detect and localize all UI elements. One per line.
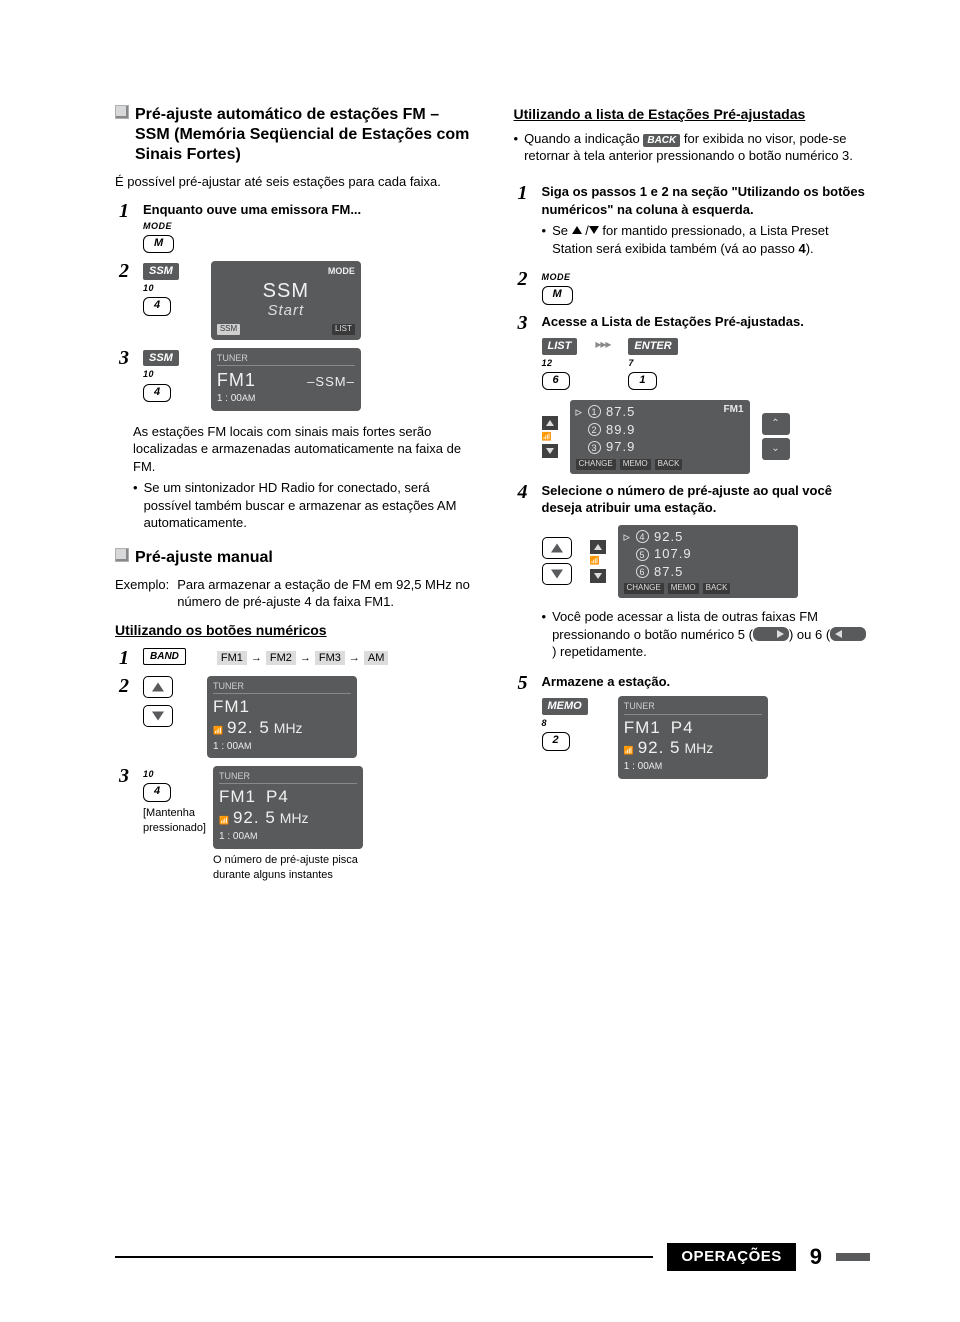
right-heading: Utilizando a lista de Estações Pré-ajust… <box>514 105 871 124</box>
down-icon <box>590 569 606 583</box>
numeric-step-1: 1 BAND FM1→FM2→FM3→AM <box>115 648 472 668</box>
square-icon <box>115 548 129 562</box>
up-icon <box>542 416 558 430</box>
two-key[interactable]: 2 <box>542 732 570 750</box>
scroll-down-icon: ⌄ <box>762 438 790 460</box>
m-key[interactable]: M <box>143 235 174 253</box>
down-arrow-icon <box>589 226 599 234</box>
band-sequence: FM1→FM2→FM3→AM <box>216 648 390 666</box>
para-auto-store: As estações FM locais com sinais mais fo… <box>133 423 472 476</box>
step1-text: Enquanto ouve uma emissora FM... <box>143 201 472 219</box>
four-key-2[interactable]: 4 <box>143 384 171 402</box>
r-step4-text: Selecione o número de pré-ajuste ao qual… <box>542 482 871 517</box>
left-column: Pré-ajuste automático de estações FM – S… <box>115 105 472 891</box>
updown-small: 📶 <box>542 416 558 459</box>
preset-list-display-1: FM1 ▹187.5 ▹289.9 ▹397.9 CHANGE MEMO BAC… <box>570 400 750 473</box>
updown-buttons-r <box>542 537 572 585</box>
memo-key-col: MEMO 8 2 <box>542 696 588 750</box>
updown-small-2: 📶 <box>590 540 606 583</box>
step3-keys: SSM 10 4 <box>143 348 179 402</box>
page-number: 9 <box>810 1242 822 1272</box>
right-pill-icon <box>753 627 789 641</box>
display-tuner-ssm: TUNER FM1 –SSM– 1 : 00AM <box>211 348 361 411</box>
display-fm1-p4-final: TUNER FM1 P4 📶 92. 5 MHz 1 : 00AM <box>618 696 768 779</box>
band-key[interactable]: BAND <box>143 648 186 666</box>
left-step-2: 2 SSM 10 4 MODE SSM Start SSM LIST <box>115 261 472 339</box>
four-key-3[interactable]: 4 <box>143 783 171 801</box>
right-step-2: 2 MODE M <box>514 269 871 304</box>
ssm-tag-2: SSM <box>143 350 179 367</box>
updown-buttons <box>143 676 173 732</box>
back-tag: BACK <box>643 134 680 148</box>
six-key[interactable]: 6 <box>542 372 570 390</box>
preset-list-display-2: ▹492.5 ▹5107.9 ▹687.5 CHANGE MEMO BACK <box>618 525 798 598</box>
up-icon <box>590 540 606 554</box>
ssm-tag: SSM <box>143 263 179 280</box>
up-button[interactable] <box>143 676 173 698</box>
m-key-2[interactable]: M <box>542 286 573 304</box>
section-title-ssm: Pré-ajuste automático de estações FM – S… <box>115 105 472 165</box>
page-footer: OPERAÇÕES 9 <box>115 1242 870 1272</box>
four-key[interactable]: 4 <box>143 297 171 315</box>
square-icon <box>115 105 129 119</box>
list-tag: LIST <box>542 338 578 355</box>
right-step-1: 1 Siga os passos 1 e 2 na seção "Utiliza… <box>514 183 871 261</box>
r-step1-text: Siga os passos 1 e 2 na seção "Utilizand… <box>542 183 871 218</box>
up-arrow-icon <box>572 226 582 234</box>
hold-note: [Mantenha pressionado] <box>143 806 201 836</box>
left-step-1: 1 Enquanto ouve uma emissora FM... MODE … <box>115 201 472 254</box>
back-note: Quando a indicação BACK for exibida no v… <box>514 130 871 165</box>
footer-stub-icon <box>836 1253 870 1261</box>
scroll-up-icon: ⌃ <box>762 413 790 435</box>
bullet-band-switch: Você pode acessar a lista de outras faix… <box>542 608 871 661</box>
r-step3-text: Acesse a Lista de Estações Pré-ajustadas… <box>542 313 871 331</box>
r-step1-bullet: Se / for mantido pressionado, a Lista Pr… <box>542 222 871 257</box>
arrow-icon: ▸▸▸ <box>595 336 610 352</box>
caption-blink: O número de pré-ajuste pisca durante alg… <box>213 853 363 883</box>
display-ssm-start: MODE SSM Start SSM LIST <box>211 261 361 339</box>
down-button-2[interactable] <box>542 563 572 585</box>
enter-key-col: ENTER 7 1 <box>628 336 677 390</box>
one-key[interactable]: 1 <box>628 372 656 390</box>
down-button[interactable] <box>143 705 173 727</box>
step2-keys: SSM 10 4 <box>143 261 179 315</box>
numeric-step-2: 2 TUNER FM1 📶 92. 5 MHz 1 : 00A <box>115 676 472 759</box>
right-step-5: 5 Armazene a estação. MEMO 8 2 TUNER FM1… <box>514 673 871 779</box>
bullet-hd-radio: Se um sintonizador HD Radio for conectad… <box>133 479 472 532</box>
down-icon <box>542 444 558 458</box>
ten-label: 10 <box>143 282 179 294</box>
section-title-manual: Pré-ajuste manual <box>115 548 472 568</box>
example-row: Exemplo: Para armazenar a estação de FM … <box>115 576 472 611</box>
enter-tag: ENTER <box>628 338 677 355</box>
up-button-2[interactable] <box>542 537 572 559</box>
footer-section-label: OPERAÇÕES <box>667 1243 795 1271</box>
right-column: Utilizando a lista de Estações Pré-ajust… <box>514 105 871 891</box>
right-step-4: 4 Selecione o número de pré-ajuste ao qu… <box>514 482 871 665</box>
memo-tag: MEMO <box>542 698 588 715</box>
r-step5-text: Armazene a estação. <box>542 673 871 691</box>
right-step-3: 3 Acesse a Lista de Estações Pré-ajustad… <box>514 313 871 474</box>
left-pill-icon <box>830 627 866 641</box>
list-key-col: LIST 12 6 <box>542 336 578 390</box>
numeric-step-3: 3 10 4 [Mantenha pressionado] TUNER FM1 … <box>115 766 472 882</box>
page-columns: Pré-ajuste automático de estações FM – S… <box>115 105 870 891</box>
step3-key-col: 10 4 [Mantenha pressionado] <box>143 766 201 835</box>
left-step-3: 3 SSM 10 4 TUNER FM1 –SSM– 1 : 00AM <box>115 348 472 411</box>
display-fm1-925: TUNER FM1 📶 92. 5 MHz 1 : 00AM <box>207 676 357 759</box>
display-fm1-p4: TUNER FM1 P4 📶 92. 5 MHz 1 : 00AM <box>213 766 363 849</box>
mode-label: MODE <box>143 220 472 232</box>
sub-heading-numeric: Utilizando os botões numéricos <box>115 621 472 640</box>
right-arrow-buttons: ⌃ ⌄ <box>762 413 790 460</box>
intro-text: É possível pré-ajustar até seis estações… <box>115 173 472 191</box>
footer-rule <box>115 1256 653 1258</box>
